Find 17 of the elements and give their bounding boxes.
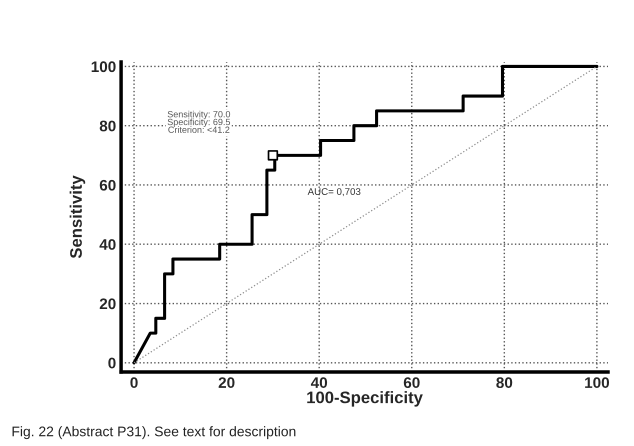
annotation: Sensitivity: 70.0 Specificity: 69.5 Criterion: <41.2 — [168, 110, 230, 133]
x-tick-label: 100 — [585, 377, 610, 388]
y-tick-label: 80 — [100, 120, 116, 132]
x-tick-label: 20 — [218, 377, 234, 388]
y-axis-title: Sensitivity — [70, 175, 86, 258]
x-axis-title: 100-Specificity — [307, 391, 423, 407]
x-tick-label: 0 — [130, 377, 138, 388]
x-tick-label: 60 — [404, 377, 420, 388]
annotation: AUC= 0,703 — [308, 188, 360, 196]
caption: Fig. 22 (Abstract P31). See text for description — [12, 426, 296, 440]
y-tick-label: 60 — [100, 180, 116, 191]
y-tick-label: 20 — [100, 298, 116, 310]
y-tick-label: 100 — [92, 61, 116, 72]
y-tick-label: 40 — [99, 239, 116, 250]
y-tick-label: 0 — [108, 358, 116, 368]
x-tick-label: 40 — [310, 377, 328, 388]
x-tick-label: 80 — [496, 377, 512, 388]
